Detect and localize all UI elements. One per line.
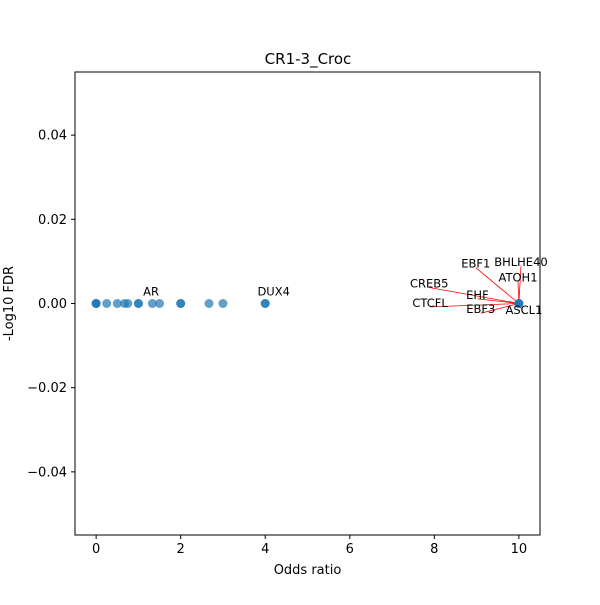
- x-tick-label: 4: [261, 542, 269, 557]
- annotation-label: CTCFL: [412, 296, 448, 310]
- x-tick-label: 6: [346, 542, 354, 557]
- chart-title: CR1-3_Croc: [265, 50, 352, 69]
- annotation-label: ASCL1: [505, 303, 542, 317]
- data-point: [204, 299, 214, 308]
- data-point: [155, 299, 165, 308]
- annotation-leader-line: [430, 303, 519, 308]
- annotation-leader-line: [429, 287, 519, 304]
- data-point: [147, 299, 157, 308]
- data-point: [218, 299, 228, 308]
- annotation-leader-line: [477, 298, 519, 304]
- annotation-label: EBF1: [461, 257, 490, 271]
- data-point: [260, 299, 270, 308]
- annotation-label: BHLHE40: [494, 255, 548, 269]
- annotation-leader-line: [480, 303, 519, 314]
- y-tick-label: 0.00: [38, 297, 67, 312]
- y-axis: −0.04 −0.02 0.00 0.02 0.04: [27, 129, 75, 480]
- y-tick-label: −0.02: [27, 381, 67, 396]
- x-tick-label: 0: [92, 542, 100, 557]
- x-tick-label: 8: [430, 542, 438, 557]
- annotation-label: DUX4: [257, 285, 289, 299]
- x-tick-label: 10: [511, 542, 528, 557]
- data-point: [91, 299, 101, 308]
- y-tick-label: −0.04: [27, 465, 67, 480]
- data-point: [176, 299, 186, 308]
- x-axis-label: Odds ratio: [274, 563, 342, 578]
- data-point: [514, 299, 524, 308]
- annotation-label: AR: [143, 285, 159, 299]
- annotation-label: EBF3: [466, 302, 495, 316]
- x-tick-label: 2: [177, 542, 185, 557]
- annotation-label: ATOH1: [499, 271, 538, 285]
- annotation-label: CREB5: [410, 277, 449, 291]
- y-axis-label: -Log10 FDR: [2, 266, 17, 341]
- annotation-leader-line: [475, 267, 520, 304]
- data-point: [123, 299, 133, 308]
- annotation-labels: AR DUX4 BHLHE40 EBF1 ATOH1 CREB5 EHF CTCFL EBF3 A…: [143, 255, 548, 317]
- data-point: [112, 299, 122, 308]
- y-tick-label: 0.04: [38, 129, 67, 144]
- annotation-label: EHF: [466, 288, 489, 302]
- y-tick-label: 0.02: [38, 213, 67, 228]
- data-point: [102, 299, 112, 308]
- x-axis: 0 2 4 6 8 10: [92, 535, 527, 557]
- annotation-leader-line: [518, 266, 522, 304]
- data-point: [133, 299, 143, 308]
- data-points: [91, 299, 524, 308]
- annotation-leaders: [429, 266, 525, 315]
